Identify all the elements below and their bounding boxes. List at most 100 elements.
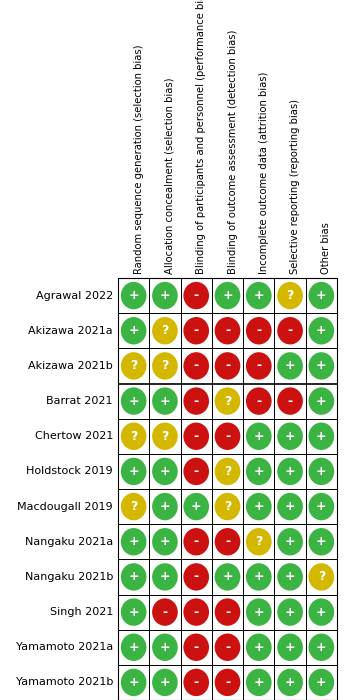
Bar [212, 665, 243, 700]
Bar [306, 419, 337, 454]
Text: -: - [287, 324, 293, 337]
Text: -: - [225, 324, 230, 337]
Ellipse shape [152, 282, 178, 309]
Text: -: - [287, 395, 293, 407]
Text: +: + [160, 395, 170, 407]
Bar [212, 454, 243, 489]
Text: -: - [194, 359, 199, 372]
Bar [180, 454, 212, 489]
Ellipse shape [215, 598, 240, 626]
Text: +: + [254, 500, 264, 513]
Bar [118, 278, 337, 700]
Bar [306, 489, 337, 524]
Ellipse shape [308, 317, 334, 344]
Text: +: + [285, 676, 295, 689]
Bar [149, 630, 180, 665]
Text: -: - [256, 324, 262, 337]
Text: Barrat 2021: Barrat 2021 [47, 396, 113, 406]
Ellipse shape [215, 423, 240, 450]
Bar [243, 419, 274, 454]
Bar [212, 349, 243, 384]
Text: +: + [128, 465, 139, 478]
Ellipse shape [277, 352, 303, 379]
Text: ?: ? [161, 359, 169, 372]
Text: -: - [225, 536, 230, 548]
Text: ?: ? [318, 570, 325, 583]
Bar [306, 524, 337, 559]
Ellipse shape [152, 493, 178, 520]
Ellipse shape [121, 564, 147, 591]
Bar [118, 349, 149, 384]
Text: ?: ? [255, 536, 263, 548]
Bar [274, 594, 306, 630]
Text: +: + [285, 536, 295, 548]
Ellipse shape [121, 282, 147, 309]
Bar [180, 313, 212, 349]
Ellipse shape [277, 598, 303, 626]
Bar [306, 313, 337, 349]
Ellipse shape [121, 387, 147, 415]
Ellipse shape [277, 282, 303, 309]
Bar [180, 419, 212, 454]
Text: ?: ? [161, 324, 169, 337]
Bar [243, 524, 274, 559]
Text: Selective reporting (reporting bias): Selective reporting (reporting bias) [290, 99, 300, 274]
Bar [149, 489, 180, 524]
Ellipse shape [277, 387, 303, 415]
Bar [149, 559, 180, 594]
Text: -: - [256, 395, 262, 407]
Text: ?: ? [224, 395, 231, 407]
Bar [306, 349, 337, 384]
Bar [118, 384, 149, 419]
Ellipse shape [152, 668, 178, 696]
Text: Incomplete outcome data (attrition bias): Incomplete outcome data (attrition bias) [259, 71, 269, 274]
Ellipse shape [277, 528, 303, 556]
Ellipse shape [215, 493, 240, 520]
Bar [118, 665, 149, 700]
Text: -: - [194, 536, 199, 548]
Bar [149, 313, 180, 349]
Text: +: + [160, 640, 170, 654]
Ellipse shape [121, 352, 147, 379]
Bar [118, 278, 149, 313]
Text: +: + [128, 606, 139, 619]
Bar [149, 524, 180, 559]
Text: +: + [222, 570, 233, 583]
Bar [212, 313, 243, 349]
Ellipse shape [121, 317, 147, 344]
Text: +: + [128, 570, 139, 583]
Bar [243, 349, 274, 384]
Ellipse shape [184, 493, 209, 520]
Text: -: - [225, 676, 230, 689]
Bar [149, 665, 180, 700]
Text: Yamamoto 2021a: Yamamoto 2021a [16, 643, 113, 652]
Ellipse shape [246, 598, 272, 626]
Text: ?: ? [130, 430, 137, 443]
Text: -: - [194, 395, 199, 407]
Text: +: + [160, 289, 170, 302]
Bar [243, 630, 274, 665]
Text: +: + [254, 465, 264, 478]
Ellipse shape [215, 317, 240, 344]
Bar [180, 384, 212, 419]
Text: Holdstock 2019: Holdstock 2019 [26, 466, 113, 477]
Ellipse shape [121, 423, 147, 450]
Bar [243, 278, 274, 313]
Text: +: + [128, 640, 139, 654]
Text: +: + [316, 324, 327, 337]
Text: +: + [128, 536, 139, 548]
Bar [149, 419, 180, 454]
Bar [180, 594, 212, 630]
Text: -: - [194, 289, 199, 302]
Text: +: + [285, 640, 295, 654]
Text: +: + [128, 676, 139, 689]
Text: Agrawal 2022: Agrawal 2022 [36, 290, 113, 300]
Bar [118, 524, 149, 559]
Bar [118, 489, 149, 524]
Text: -: - [225, 359, 230, 372]
Ellipse shape [308, 387, 334, 415]
Bar [180, 278, 212, 313]
Bar [118, 419, 149, 454]
Bar [274, 559, 306, 594]
Bar [274, 630, 306, 665]
